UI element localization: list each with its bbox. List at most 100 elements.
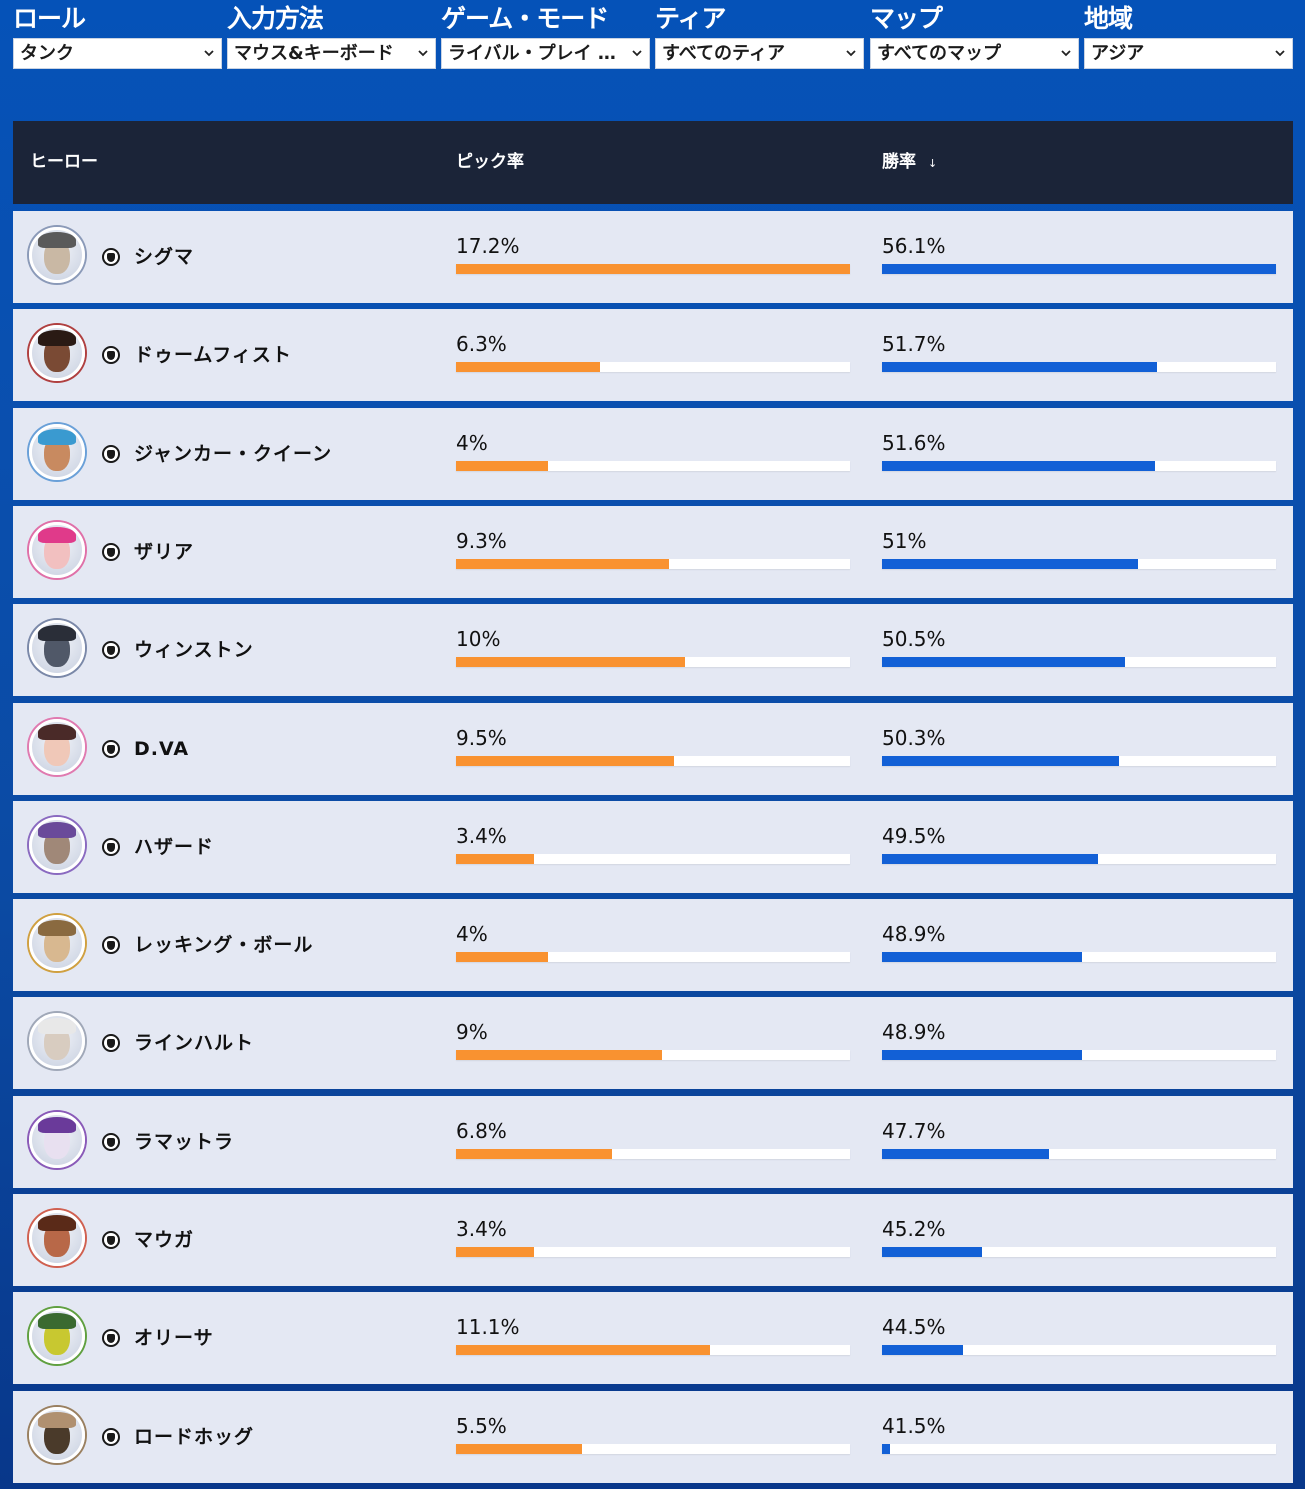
chevron-down-icon — [204, 50, 214, 57]
game-mode-select[interactable]: ライバル・プレイ … — [441, 38, 650, 69]
tank-role-icon — [102, 936, 120, 954]
tank-role-icon — [102, 1034, 120, 1052]
hero-avatar — [29, 1407, 85, 1463]
avatar-hair — [38, 1412, 76, 1428]
hero-avatar — [29, 1112, 85, 1168]
tank-role-icon — [102, 346, 120, 364]
pick-rate-bar — [456, 1345, 850, 1355]
filter-bar: ロール タンク 入力方法 マウス&キーボード ゲーム・モード ライバル・プレイ … — [0, 0, 1305, 100]
pick-rate-bar — [456, 559, 850, 569]
sort-down-icon: ↓ — [928, 157, 938, 170]
table-row[interactable]: ドゥームフィスト 6.3% 51.7% — [13, 309, 1293, 401]
win-rate-bar — [882, 559, 1276, 569]
table-row[interactable]: ザリア 9.3% 51% — [13, 506, 1293, 598]
win-rate-value: 50.3% — [882, 726, 946, 750]
header-pick-rate[interactable]: ピック率 — [456, 152, 524, 172]
pick-rate-bar-fill — [456, 362, 600, 372]
avatar-hair — [38, 625, 76, 641]
filter-label: ティア — [655, 4, 727, 33]
table-row[interactable]: D.VA 9.5% 50.3% — [13, 703, 1293, 795]
pick-rate-bar-fill — [456, 952, 548, 962]
hero-avatar — [29, 719, 85, 775]
tank-role-icon — [102, 1428, 120, 1446]
win-rate-bar-fill — [882, 657, 1125, 667]
pick-rate-bar-fill — [456, 559, 669, 569]
hero-avatar — [29, 1013, 85, 1069]
table-row[interactable]: ラインハルト 9% 48.9% — [13, 997, 1293, 1089]
avatar-hair — [38, 330, 76, 346]
pick-rate-value: 9% — [456, 1020, 488, 1044]
tank-role-icon — [102, 838, 120, 856]
tier-select[interactable]: すべてのティア — [655, 38, 864, 69]
table-row[interactable]: ラマットラ 6.8% 47.7% — [13, 1096, 1293, 1188]
hero-name: ロードホッグ — [134, 1426, 255, 1448]
role-select[interactable]: タンク — [13, 38, 222, 69]
pick-rate-bar-fill — [456, 657, 685, 667]
table-row[interactable]: ロードホッグ 5.5% 41.5% — [13, 1391, 1293, 1483]
tank-role-icon — [102, 543, 120, 561]
win-rate-value: 41.5% — [882, 1414, 946, 1438]
chevron-down-icon — [1275, 50, 1285, 57]
input-select[interactable]: マウス&キーボード — [227, 38, 436, 69]
filter-label: ロール — [13, 4, 86, 33]
hero-name: オリーサ — [134, 1327, 214, 1349]
hero-avatar — [29, 522, 85, 578]
pick-rate-bar-fill — [456, 1345, 710, 1355]
hero-avatar — [29, 227, 85, 283]
hero-name: ウィンストン — [134, 639, 254, 661]
pick-rate-value: 11.1% — [456, 1315, 520, 1339]
tank-role-icon — [102, 1329, 120, 1347]
pick-rate-bar — [456, 264, 850, 274]
pick-rate-value: 10% — [456, 627, 501, 651]
win-rate-bar-fill — [882, 854, 1098, 864]
select-value: すべてのティア — [662, 43, 785, 64]
hero-name: D.VA — [134, 738, 190, 760]
win-rate-value: 51% — [882, 529, 927, 553]
header-win-rate[interactable]: 勝率 ↓ — [882, 121, 937, 205]
pick-rate-value: 3.4% — [456, 824, 507, 848]
hero-avatar — [29, 915, 85, 971]
win-rate-value: 56.1% — [882, 234, 946, 258]
table-row[interactable]: マウガ 3.4% 45.2% — [13, 1194, 1293, 1286]
map-select[interactable]: すべてのマップ — [870, 38, 1079, 69]
win-rate-bar-fill — [882, 1247, 982, 1257]
tank-role-icon — [102, 445, 120, 463]
hero-name: ドゥームフィスト — [134, 344, 292, 366]
avatar-hair — [38, 920, 76, 936]
table-row[interactable]: ジャンカー・クイーン 4% 51.6% — [13, 408, 1293, 500]
table-row[interactable]: レッキング・ボール 4% 48.9% — [13, 899, 1293, 991]
filter-label: 地域 — [1084, 4, 1133, 33]
win-rate-bar-fill — [882, 952, 1082, 962]
tank-role-icon — [102, 740, 120, 758]
hero-name: ジャンカー・クイーン — [134, 443, 333, 465]
hero-name: ラインハルト — [134, 1032, 255, 1054]
hero-name: シグマ — [134, 246, 195, 268]
win-rate-bar — [882, 264, 1276, 274]
chevron-down-icon — [418, 50, 428, 57]
avatar-hair — [38, 724, 76, 740]
win-rate-bar — [882, 1444, 1276, 1454]
select-value: アジア — [1091, 43, 1145, 64]
win-rate-bar — [882, 1050, 1276, 1060]
win-rate-value: 47.7% — [882, 1119, 946, 1143]
win-rate-value: 51.6% — [882, 431, 946, 455]
pick-rate-value: 3.4% — [456, 1217, 507, 1241]
pick-rate-bar — [456, 461, 850, 471]
avatar-hair — [38, 1313, 76, 1329]
pick-rate-bar — [456, 1247, 850, 1257]
hero-name: マウガ — [134, 1229, 195, 1251]
hero-name: ハザード — [134, 836, 215, 858]
table-row[interactable]: シグマ 17.2% 56.1% — [13, 211, 1293, 303]
hero-name: レッキング・ボール — [134, 934, 314, 956]
header-hero[interactable]: ヒーロー — [30, 152, 98, 172]
chevron-down-icon — [632, 50, 642, 57]
table-row[interactable]: ウィンストン 10% 50.5% — [13, 604, 1293, 696]
avatar-hair — [38, 232, 76, 248]
pick-rate-bar-fill — [456, 1149, 612, 1159]
table-row[interactable]: オリーサ 11.1% 44.5% — [13, 1292, 1293, 1384]
select-value: タンク — [20, 43, 74, 64]
hero-avatar — [29, 817, 85, 873]
region-select[interactable]: アジア — [1084, 38, 1293, 69]
hero-name: ザリア — [134, 541, 195, 563]
table-row[interactable]: ハザード 3.4% 49.5% — [13, 801, 1293, 893]
